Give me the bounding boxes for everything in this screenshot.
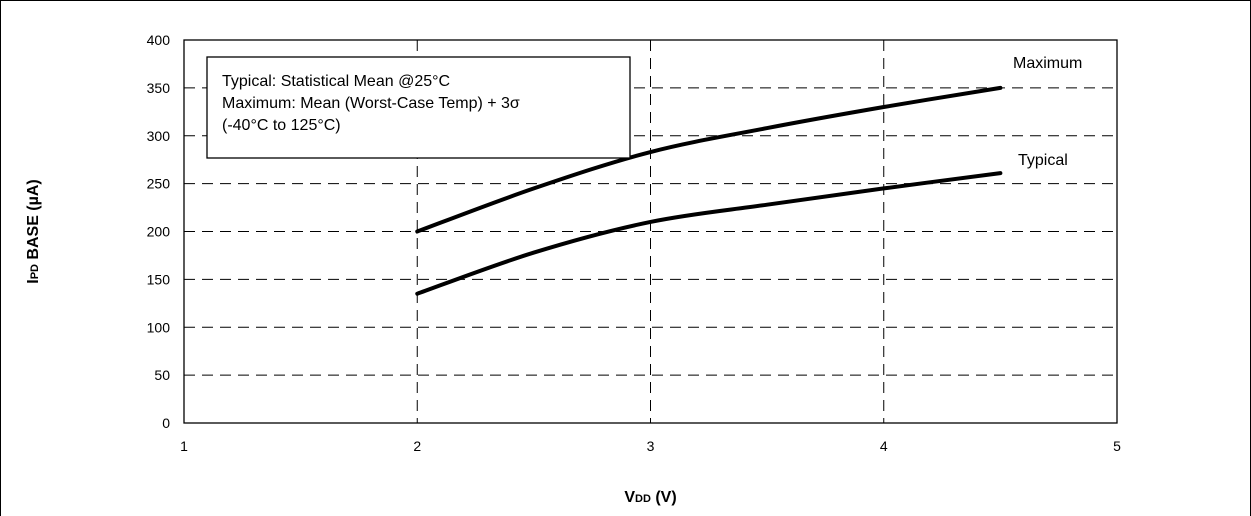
x-axis-ticks: 1 2 3 4 5 (180, 438, 1121, 454)
series-line-maximum (415, 85, 1003, 234)
y-axis-ticks: 0 50 100 150 200 250 300 350 400 (147, 32, 171, 431)
series-label-maximum: Maximum (1013, 55, 1082, 72)
y-tick-label: 250 (147, 176, 171, 192)
x-tick-label: 5 (1113, 438, 1121, 454)
y-tick-label: 50 (154, 367, 170, 383)
x-tick-label: 3 (647, 438, 655, 454)
y-tick-label: 400 (147, 32, 171, 48)
series-lines (415, 85, 1003, 296)
y-tick-label: 350 (147, 80, 171, 96)
x-tick-label: 2 (413, 438, 421, 454)
x-tick-label: 1 (180, 438, 188, 454)
y-tick-label: 300 (147, 128, 171, 144)
annotation-line-maximum: Maximum: Mean (Worst-Case Temp) + 3σ (222, 95, 520, 112)
series-line-typical (415, 171, 1003, 296)
x-tick-label: 4 (880, 438, 888, 454)
y-tick-label: 100 (147, 319, 171, 335)
plot-area (183, 39, 1118, 424)
annotation-line-typical: Typical: Statistical Mean @25°C (222, 73, 450, 90)
y-tick-label: 0 (162, 415, 170, 431)
annotation-line-range: (-40°C to 125°C) (222, 117, 341, 134)
y-tick-label: 200 (147, 224, 171, 240)
x-axis-title: VDD (V) (624, 489, 676, 506)
y-axis-title: IPD BASE (µA) (25, 179, 42, 284)
annotation-box (206, 56, 631, 159)
y-tick-label: 150 (147, 271, 171, 287)
series-label-typical: Typical (1018, 152, 1068, 169)
